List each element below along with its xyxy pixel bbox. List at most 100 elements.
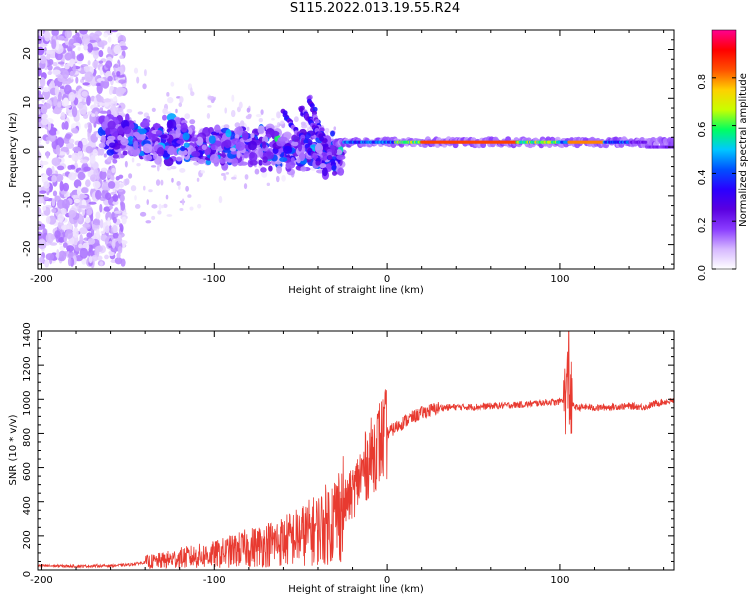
spectrogram-cell <box>60 146 69 153</box>
spectrogram-cell <box>69 70 75 77</box>
spectrogram-cell <box>143 185 146 191</box>
spectrogram-heatmap <box>38 30 674 269</box>
spectrogram-cell <box>324 127 330 134</box>
spectrogram-cell <box>229 147 236 152</box>
spectrogram-cell <box>44 259 50 268</box>
spectrogram-cell <box>107 36 112 43</box>
spectrogram-cell <box>92 180 101 189</box>
spectrogram-cell <box>64 133 72 139</box>
spectrogram-cell <box>276 165 282 174</box>
spectrogram-cell <box>275 175 280 183</box>
spectrogram-cell <box>79 193 85 200</box>
tick-label: 200 <box>22 530 33 549</box>
spectrogram-cell <box>39 190 47 194</box>
spectrogram-cell <box>181 198 185 206</box>
spectrogram-cell <box>117 234 122 244</box>
spectrogram-cell <box>278 148 285 153</box>
spectrogram-cell <box>66 142 75 149</box>
spectrogram-cell <box>98 142 106 149</box>
spectrogram-cell <box>61 198 70 210</box>
spectrogram-cell <box>205 159 212 166</box>
spectrogram-cell <box>99 203 103 213</box>
spectrogram-cell <box>137 128 147 135</box>
spectrogram-cell <box>82 113 89 119</box>
spectrogram-cell <box>87 42 93 53</box>
spectrogram-cell <box>167 119 177 129</box>
tick-label: 20 <box>22 47 33 60</box>
spectrogram-cell <box>92 48 100 60</box>
spectrogram-cell <box>103 32 109 38</box>
spectrogram-cell <box>119 223 123 229</box>
colorbar-label: Normalized spectral amplitude <box>738 73 749 227</box>
spectrogram-cell <box>133 67 139 74</box>
spectrogram-cell <box>300 166 307 172</box>
spectrogram-cell <box>85 179 91 188</box>
spectrogram-cell <box>156 164 160 172</box>
spectrogram-cell <box>38 67 42 77</box>
spectrogram-cell <box>84 71 94 83</box>
spectrogram-cell <box>119 194 125 203</box>
spectrogram-cell <box>68 154 72 159</box>
spectrogram-cell <box>73 42 81 46</box>
spectrogram-cell <box>225 172 230 175</box>
spectrogram-cell <box>99 107 104 112</box>
spectrogram-cell <box>314 119 320 125</box>
spectrogram-cell <box>105 192 112 201</box>
spectrogram-cell <box>175 128 181 138</box>
spectrogram-cell <box>90 213 94 222</box>
spectrogram-cell <box>107 217 111 226</box>
spectrogram-cell <box>64 121 69 130</box>
colorbar: 0.0 0.2 0.4 0.6 0.8 Normalized spectral ampl… <box>697 29 749 281</box>
spectrogram-cell <box>67 257 72 267</box>
spectrogram-cell <box>39 256 44 264</box>
spectrogram-cell <box>65 229 73 240</box>
tick-label: 1400 <box>22 322 33 347</box>
spectrogram-cell <box>319 127 325 133</box>
spectrogram-cell <box>84 216 91 224</box>
spectrogram-cell <box>39 43 48 47</box>
spectrogram-cell <box>161 204 165 209</box>
spectrogram-cell <box>93 96 97 108</box>
spectrogram-cell <box>109 85 114 91</box>
spectrogram-cell <box>122 150 128 156</box>
spectrogram-cell <box>104 254 109 260</box>
spectrogram-cell <box>260 109 264 115</box>
spectrogram-cell <box>78 205 88 209</box>
spectrogram-cell <box>143 69 147 77</box>
spectrogram-cell <box>62 69 70 79</box>
spectrogram-cell <box>190 156 200 162</box>
spectrogram-cell <box>260 167 267 173</box>
spectrogram-cell <box>47 121 52 131</box>
spectrogram-cell <box>130 185 137 192</box>
tick-label: 0.4 <box>697 169 708 185</box>
spectrogram-cell <box>38 226 44 231</box>
spectrogram-cell <box>111 239 116 249</box>
spectrogram-cell <box>333 126 337 131</box>
colorbar-ticks: 0.0 0.2 0.4 0.6 0.8 <box>697 74 736 281</box>
spectrogram-cell <box>269 130 280 137</box>
spectrogram-cell <box>64 63 70 70</box>
spectrogram-cell <box>322 167 328 177</box>
spectrogram-cell <box>148 189 153 193</box>
spectrogram-cell <box>40 118 49 126</box>
tick-label: 1000 <box>22 391 33 416</box>
spectrogram-cell <box>246 107 251 113</box>
spectrogram-cell <box>331 165 337 171</box>
spectrogram-cell <box>89 155 96 164</box>
spectrogram-cell <box>82 82 90 86</box>
spectrogram-cell <box>51 198 56 207</box>
spectrogram-x-axis-label: Height of straight line (km) <box>288 285 424 296</box>
spectrogram-cell <box>223 139 232 149</box>
spectrogram-cell <box>71 194 80 199</box>
tick-label: 0.0 <box>697 265 708 281</box>
spectrogram-cell <box>231 110 235 116</box>
spectrogram-cell <box>266 182 271 187</box>
snr-x-axis-label: Height of straight line (km) <box>288 584 424 595</box>
spectrogram-cell <box>239 161 248 166</box>
spectrogram-cell <box>128 173 133 179</box>
spectrogram-cell <box>92 60 99 69</box>
spectrogram-cell <box>131 157 135 163</box>
tick-label: 800 <box>22 428 33 447</box>
